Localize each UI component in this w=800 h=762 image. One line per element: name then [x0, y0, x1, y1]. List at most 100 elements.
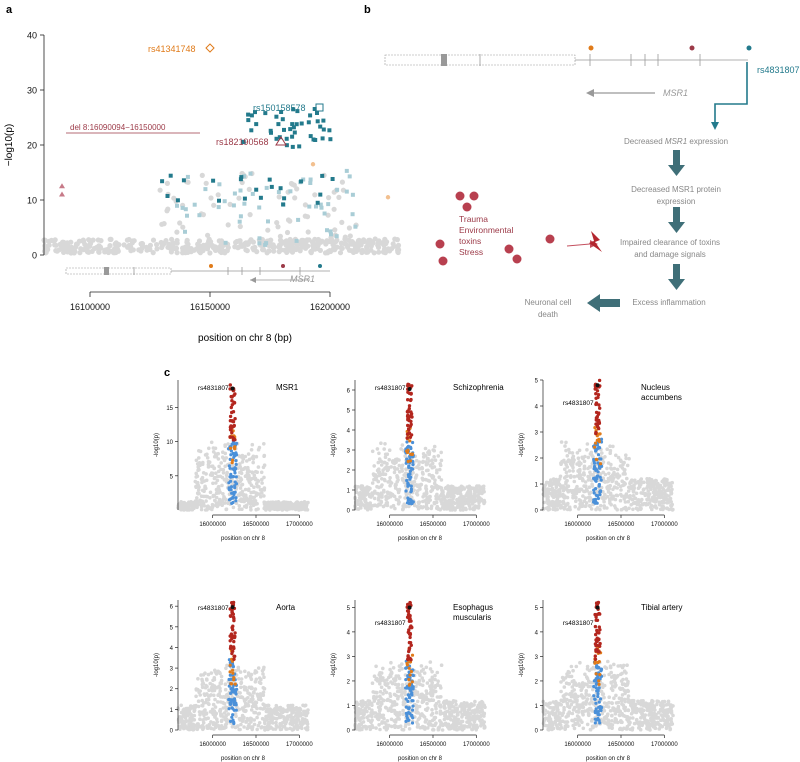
panel-c-point: [226, 501, 230, 506]
panel-c-point: [576, 469, 580, 473]
panel-c-point: [407, 464, 411, 468]
panel-c-title: Aorta: [276, 603, 296, 612]
panel-c-point: [238, 470, 242, 475]
panel-c-point: [594, 479, 598, 483]
panel-c-point: [191, 718, 195, 722]
panel-c-point: [429, 504, 434, 509]
panel-c-point: [299, 500, 304, 505]
stressor-toxins: toxins: [459, 236, 481, 246]
panel-c-point: [371, 503, 376, 508]
panel-c-point: [186, 713, 190, 718]
panel-a-point: [107, 236, 113, 242]
panel-c-point: [414, 458, 419, 463]
panel-c-point: [306, 500, 310, 505]
panel-c-point: [234, 499, 238, 503]
panel-c-point: [592, 488, 596, 492]
panel-a-point: [223, 240, 228, 245]
panel-c-point: [408, 469, 412, 473]
panel-a-point: [290, 122, 295, 127]
panel-c-point: [448, 717, 453, 721]
panel-c-xtick-label: 16500000: [420, 742, 447, 748]
panel-a-point: [197, 213, 202, 218]
panel-c-point: [189, 507, 194, 512]
panel-a-point: [395, 249, 401, 256]
panel-c-point: [210, 707, 215, 712]
panel-a-point: [183, 207, 188, 212]
panel-c-point: [211, 493, 216, 498]
panel-a-point: [248, 237, 254, 243]
panel-c-point: [271, 710, 276, 715]
panel-c-point: [597, 378, 602, 383]
panel-c-point: [247, 673, 252, 678]
panel-c-point: [228, 702, 233, 707]
panel-c-point: [608, 709, 613, 713]
panel-c-point: [424, 462, 429, 467]
panel-a-point: [209, 243, 216, 249]
stressor-stress: Stress: [459, 247, 483, 257]
panel-c-point: [403, 689, 407, 694]
panel-c-point: [194, 471, 198, 476]
panel-c-point: [213, 697, 217, 702]
panel-c-point: [389, 481, 394, 485]
flow-arrow-3: [668, 264, 685, 290]
panel-c-point: [386, 724, 390, 729]
panel-c-point: [407, 406, 411, 411]
panel-c-point: [372, 496, 377, 501]
panel-c-point: [433, 684, 438, 688]
panel-a-point: [275, 224, 281, 230]
panel-c-point: [384, 706, 389, 710]
panel-c-point: [397, 500, 401, 505]
panel-a-point: [285, 217, 292, 223]
panel-c-point: [458, 508, 463, 512]
panel-a-point: [325, 212, 331, 218]
panel-c-point: [589, 478, 594, 483]
panel-c-point: [198, 449, 203, 454]
panel-a-point: [307, 204, 312, 209]
panel-a-point: [185, 249, 191, 255]
panel-c-point: [571, 469, 575, 473]
panel-c-point: [236, 493, 241, 498]
panel-a-point: [185, 174, 190, 179]
panel-c-point: [233, 480, 237, 484]
panel-c-point: [195, 491, 200, 496]
panel-c-point: [436, 454, 441, 458]
panel-c-point: [232, 721, 236, 726]
panel-c-point: [278, 504, 283, 509]
panel-c-point: [354, 490, 359, 495]
panel-a-point: [203, 180, 209, 186]
panel-c-point: [627, 485, 631, 490]
panel-a-point: [338, 245, 344, 251]
panel-c-point: [414, 710, 418, 714]
panel-a-point: [361, 237, 367, 243]
panel-a-point: [242, 174, 246, 179]
panel-c-point: [409, 475, 413, 479]
panel-c-point: [396, 489, 401, 493]
panel-c-point: [254, 481, 259, 486]
panel-c-point: [552, 479, 557, 484]
panel-c-point: [233, 445, 237, 449]
panel-a-point: [377, 240, 383, 246]
panel-a-point: [246, 112, 251, 117]
panel-c-point: [438, 485, 442, 490]
panel-c-point: [214, 503, 218, 508]
panel-c-point: [648, 484, 653, 488]
panel-a-point: [308, 134, 313, 139]
panel-c-point: [400, 476, 405, 481]
panel-c-point: [441, 494, 446, 499]
panel-c-point: [407, 683, 411, 687]
panel-c-point: [193, 499, 198, 503]
panel-a-point: [290, 134, 295, 139]
panel-c-point: [264, 505, 269, 510]
panel-a-ytick-label: 0: [32, 251, 37, 261]
panel-c-point: [233, 484, 237, 488]
panel-a-point: [292, 130, 297, 135]
panel-c-point: [424, 501, 429, 506]
panel-c-point: [432, 501, 437, 506]
panel-c-title: Schizophrenia: [453, 383, 504, 392]
panel-c-point: [599, 478, 603, 482]
panel-c-point: [404, 475, 409, 479]
panel-c-point: [611, 444, 615, 449]
panel-c-point: [594, 431, 598, 436]
panel-c-point: [376, 479, 381, 484]
panel-a-point: [70, 249, 76, 255]
